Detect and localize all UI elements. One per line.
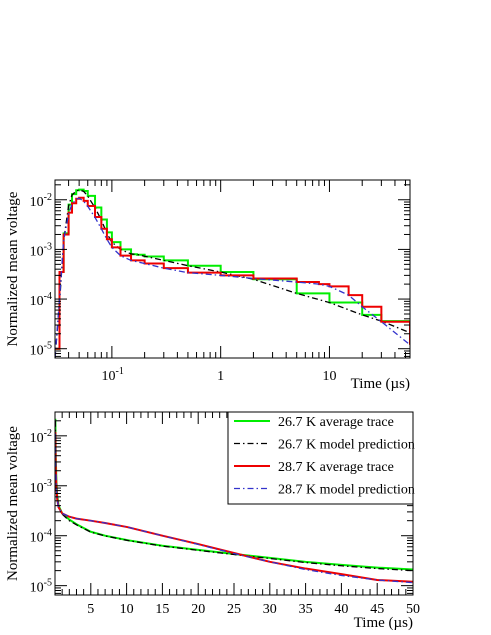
x-axis-label: Time (µs) — [351, 376, 410, 392]
y-tick-label: 10-5 — [30, 341, 52, 359]
legend-entry-0: 26.7 K average trace — [278, 415, 394, 430]
y-tick-label: 10-2 — [30, 192, 52, 210]
y-tick-label: 10-4 — [30, 528, 52, 546]
y-axis-label: Normalized mean voltage — [5, 191, 21, 346]
y-tick-label: 10-3 — [30, 241, 52, 259]
x-tick-label: 30 — [263, 602, 277, 617]
x-axis-label: Time (µs) — [354, 615, 413, 631]
legend-box — [227, 411, 414, 505]
x-tick-label: 35 — [299, 602, 313, 617]
series-3-line — [55, 197, 410, 358]
legend-entry-3: 28.7 K model prediction — [278, 483, 415, 498]
legend-entry-2: 28.7 K average trace — [278, 460, 394, 475]
series-1-line — [55, 189, 410, 358]
y-tick-label: 10-2 — [30, 428, 52, 446]
x-tick-label: 5 — [87, 602, 94, 617]
y-axis-label: Normalized mean voltage — [5, 426, 21, 581]
x-tick-label: 15 — [155, 602, 169, 617]
y-tick-label: 10-4 — [30, 291, 52, 309]
x-tick-label: 50 — [406, 602, 420, 617]
x-tick-label: 10-1 — [102, 366, 124, 384]
x-tick-label: 45 — [370, 602, 384, 617]
y-tick-label: 10-5 — [30, 578, 52, 596]
x-tick-label: 20 — [191, 602, 205, 617]
series-2-line — [55, 196, 410, 350]
x-tick-label: 1 — [217, 369, 224, 384]
bottom-panel: 10-5 10-4 10-3 10-2 5 10 15 20 25 30 35 40 45 50Time … — [5, 411, 420, 631]
top-panel: 10-5 10-4 10-3 10-2 10-1 1 10 Time (µs) Normaliz… — [5, 179, 411, 392]
x-tick-label: 10 — [322, 369, 336, 384]
x-tick-label: 10 — [120, 602, 134, 617]
plot-frame — [54, 179, 411, 359]
series-0-line — [55, 188, 410, 350]
legend-entry-1: 26.7 K model prediction — [278, 438, 415, 453]
x-tick-label: 25 — [227, 602, 241, 617]
x-tick-label: 40 — [334, 602, 348, 617]
legend: 26.7 K average trace 26.7 K model predict… — [227, 411, 415, 505]
series-3-line — [55, 433, 413, 584]
y-tick-label: 10-3 — [30, 478, 52, 496]
